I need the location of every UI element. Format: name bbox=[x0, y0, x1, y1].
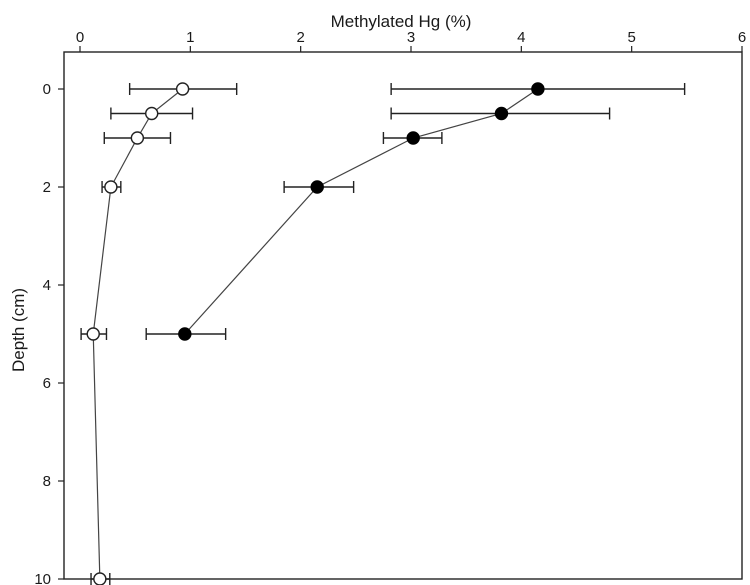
y-axis-title: Depth (cm) bbox=[9, 288, 28, 372]
open-data-point bbox=[86, 327, 100, 341]
x-tick-label: 2 bbox=[296, 29, 304, 46]
open-data-point bbox=[104, 180, 118, 194]
y-tick-label: 4 bbox=[43, 277, 51, 294]
y-axis: 0 2 4 6 8 10 bbox=[34, 81, 64, 585]
y-tick-label: 6 bbox=[43, 375, 51, 392]
plot-frame bbox=[63, 51, 743, 580]
error-bars bbox=[80, 83, 686, 585]
x-tick-label: 6 bbox=[738, 29, 746, 46]
x-tick-label: 3 bbox=[407, 29, 415, 46]
series-2-line bbox=[184, 88, 539, 335]
y-tick-label: 2 bbox=[43, 179, 51, 196]
data-points bbox=[86, 82, 545, 585]
filled-data-point bbox=[406, 131, 420, 145]
x-tick-label: 4 bbox=[517, 29, 525, 46]
filled-data-point bbox=[178, 327, 192, 341]
x-tick-label: 0 bbox=[76, 29, 84, 46]
x-axis: 0 1 2 3 4 5 6 bbox=[76, 29, 746, 52]
open-data-point bbox=[93, 572, 107, 585]
y-tick-label: 8 bbox=[43, 473, 51, 490]
y-tick-label: 0 bbox=[43, 81, 51, 98]
open-data-point bbox=[145, 106, 159, 121]
filled-data-point bbox=[531, 82, 545, 96]
filled-data-point bbox=[494, 106, 509, 121]
y-tick-label: 10 bbox=[34, 571, 51, 585]
open-data-point bbox=[130, 131, 145, 145]
filled-data-point bbox=[310, 180, 324, 194]
x-axis-title: Methylated Hg (%) bbox=[331, 12, 472, 31]
x-tick-label: 1 bbox=[186, 29, 194, 46]
open-data-point bbox=[175, 82, 190, 96]
x-tick-label: 5 bbox=[627, 29, 635, 46]
